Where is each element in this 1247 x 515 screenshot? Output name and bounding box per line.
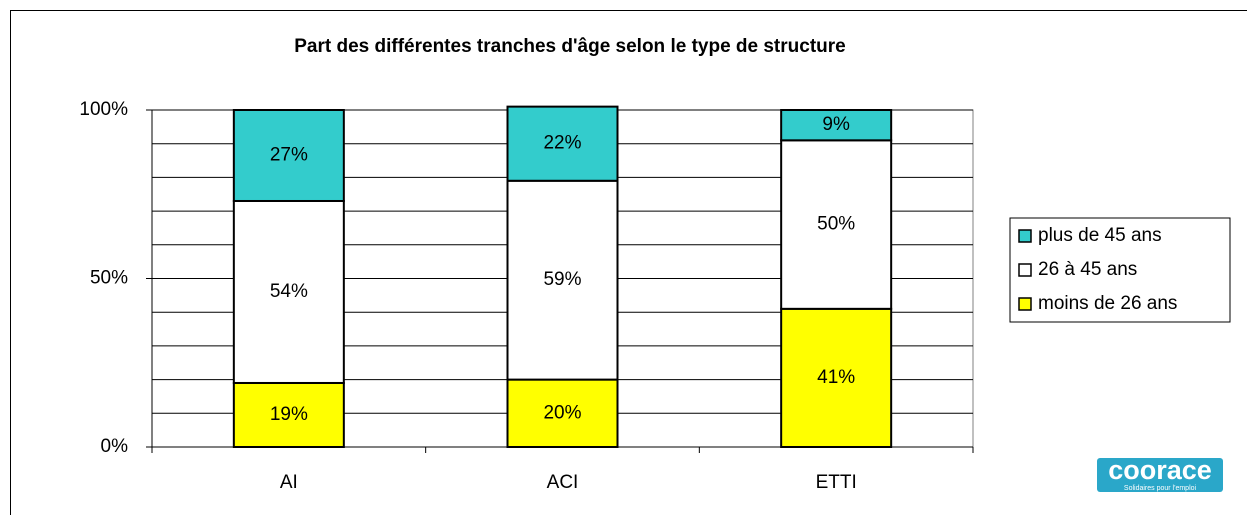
bar-segment — [780, 307, 893, 448]
legend-box — [1009, 217, 1231, 323]
value-label: 59% — [543, 269, 581, 290]
value-label: 27% — [270, 145, 308, 166]
logo-badge — [1097, 458, 1223, 492]
bar-segment — [232, 381, 345, 448]
legend-label: moins de 26 ans — [1038, 293, 1177, 314]
x-tick-label: AI — [280, 472, 298, 493]
bar-segment — [780, 109, 893, 142]
legend-label: plus de 45 ans — [1038, 225, 1162, 246]
chart-title: Part des différentes tranches d'âge selo… — [294, 36, 845, 57]
value-label: 41% — [817, 367, 855, 388]
y-tick-label: 50% — [90, 268, 128, 289]
logo: coorace Solidaires pour l'emploi — [1097, 455, 1223, 492]
bar-segment — [232, 199, 345, 384]
value-label: 54% — [270, 281, 308, 302]
bar-segment — [232, 109, 345, 202]
legend-swatch — [1018, 297, 1032, 311]
legend-swatch — [1018, 229, 1032, 243]
x-tick-label: ACI — [547, 472, 579, 493]
legend-swatch — [1018, 263, 1032, 277]
y-tick-label: 0% — [101, 436, 129, 457]
logo-text: coorace — [1108, 455, 1212, 485]
legend-label: 26 à 45 ans — [1038, 259, 1137, 280]
value-label: 50% — [817, 214, 855, 235]
value-label: 20% — [543, 402, 581, 423]
x-tick-label: ETTI — [816, 472, 857, 493]
bar-segment — [506, 179, 619, 381]
bar-segment — [780, 139, 893, 310]
y-tick-label: 100% — [79, 99, 128, 120]
logo-tagline: Solidaires pour l'emploi — [1124, 485, 1197, 492]
value-label: 22% — [543, 133, 581, 154]
bar-segment — [506, 105, 619, 182]
bar-segment — [506, 378, 619, 449]
value-label: 9% — [822, 114, 850, 135]
value-label: 19% — [270, 404, 308, 425]
